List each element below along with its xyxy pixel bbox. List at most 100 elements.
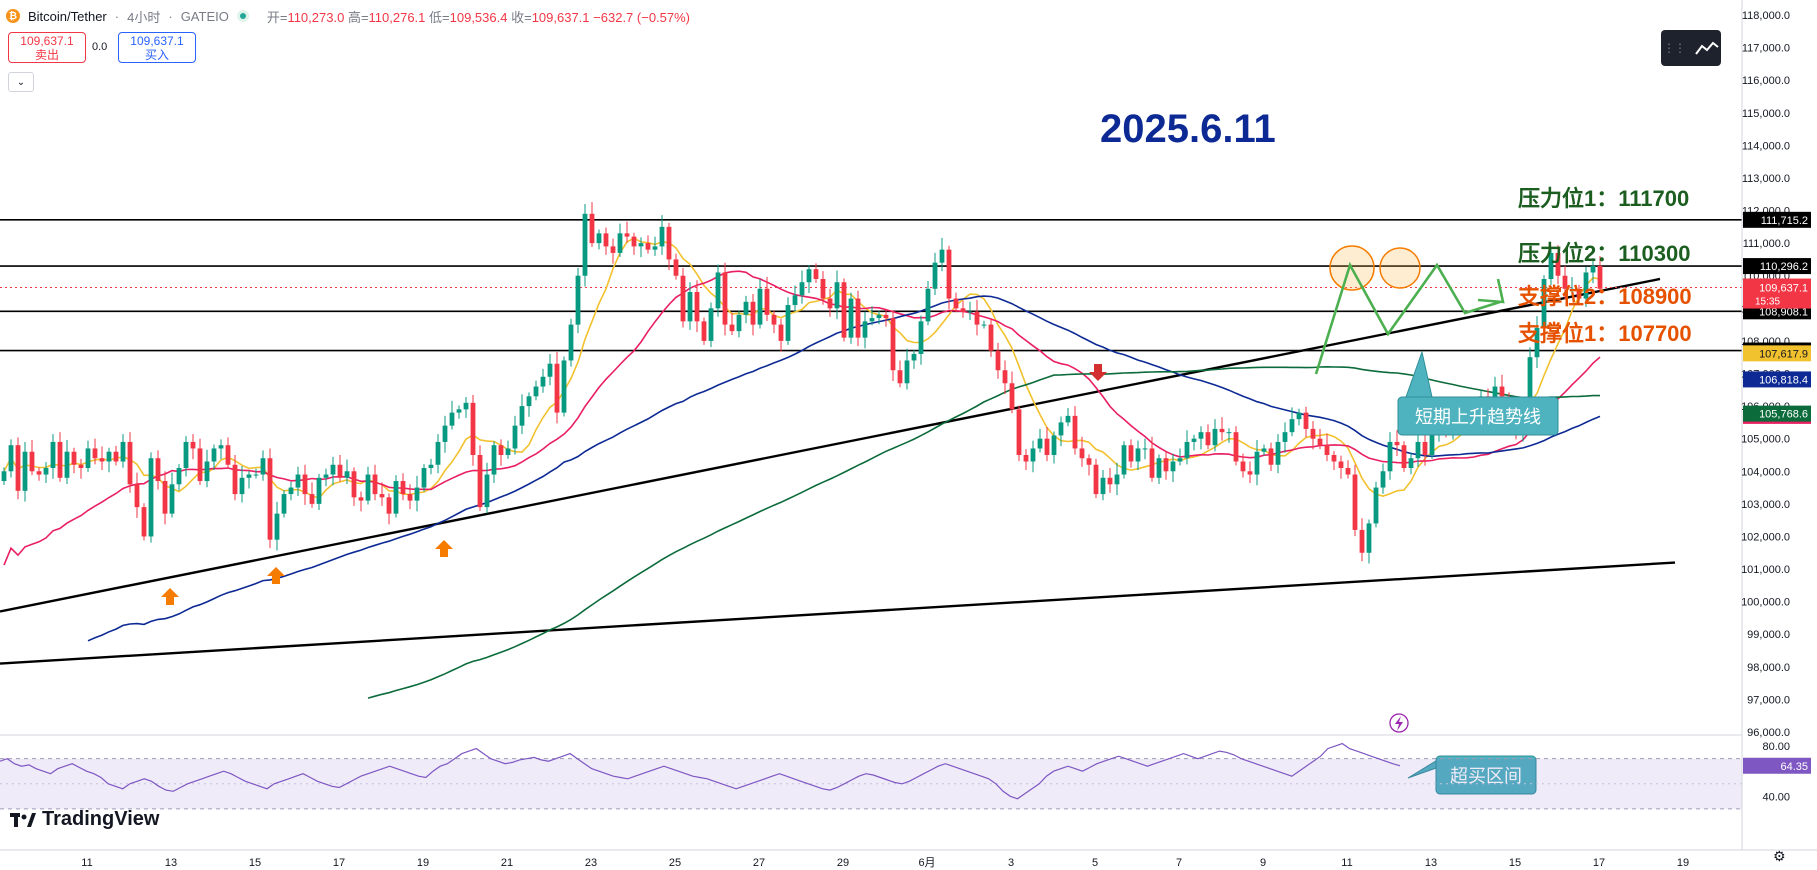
symbol-name[interactable]: Bitcoin/Tether [28,8,107,24]
candle-body [582,213,588,276]
overbought-callout[interactable]: 超买区间 [1407,755,1537,795]
price-tick-label: 116,000.0 [1742,75,1790,87]
candle-body [722,272,728,325]
candle-body [253,474,259,476]
candle-body [1275,441,1281,465]
gear-icon[interactable]: ⚙ [1773,848,1786,864]
candle-body [743,301,749,315]
interval[interactable]: 4小时 [127,9,161,25]
candle-body [1422,441,1428,455]
sell-button[interactable]: 109,637.1 卖出 [8,32,86,63]
time-tick-label: 15 [1509,857,1521,869]
candle-body [1583,272,1589,299]
candle-body [974,311,980,325]
candle-body [491,445,497,475]
ma-line-navy[interactable] [87,295,1601,642]
buy-button[interactable]: 109,637.1 买入 [118,32,196,63]
long-term-support-trendline[interactable] [0,561,1676,665]
candle-body [1093,464,1099,495]
candle-body [8,445,14,472]
rsi-value-tag [1743,757,1811,774]
exchange: GATEIO [180,8,229,24]
ma-line-green[interactable] [367,365,1600,699]
candle-body [36,471,42,475]
candle-body [1555,252,1561,276]
price-axis-background[interactable] [1742,0,1817,870]
candle-body [505,448,511,455]
rsi-pane [0,742,1742,810]
candle-body [15,445,21,491]
candle-body [1212,428,1218,446]
drawing-toolbar[interactable]: ⋮⋮ [1661,30,1721,66]
candle-body [995,350,1001,371]
rsi-value-label: 64.35 [1780,761,1808,773]
candle-body [225,445,231,465]
time-tick-label: 11 [81,857,92,869]
trendlines [0,277,1676,665]
candle-body [666,226,672,260]
candle-body [1065,415,1071,423]
projection-zigzag[interactable] [1314,261,1501,375]
candle-body [1135,448,1141,462]
top-circle-marker [1379,247,1421,289]
up-arrow-icon [435,540,453,557]
time-axis: 11 13 15 17 19 21 23 25 27 29 6月 3 5 7 9 11 13 15 17 19 [0,849,1817,869]
price-tick-label: 96,000.0 [1747,727,1790,739]
candle-body [1170,461,1176,472]
candle-body [337,464,343,478]
candle-body [610,246,616,253]
candle-body [1254,451,1260,475]
collapse-toggle-button[interactable]: ⌄ [8,72,34,92]
ma-line-pink[interactable] [3,270,1601,566]
candle-body [589,213,595,244]
candle-body [1289,419,1295,433]
candle-body [1002,370,1008,384]
candle-body [71,451,77,465]
candle-body [358,497,364,501]
ohlc: 开=110,273.0 高=110,276.1 低=109,536.4 收=10… [267,7,690,26]
candle-body [778,324,784,341]
candle-body [918,321,924,354]
tradingview-logo: TradingView [10,808,159,831]
candle-body [1345,468,1351,475]
price-tick-label: 113,000.0 [1742,173,1790,185]
candle-body [1541,278,1547,328]
ma-price-label: 106,818.4 [1759,374,1808,386]
ma-price-label: 107,617.9 [1759,348,1808,360]
candle-body [1191,438,1197,442]
down-arrow-icon [1089,364,1107,381]
candle-body [687,292,693,322]
lightning-icon[interactable] [1389,713,1409,733]
candle-body [99,458,105,462]
candle-body [1177,458,1183,462]
candle-body [1576,288,1582,299]
candle-body [1156,458,1162,478]
candle-body [1548,252,1554,279]
trend-line-tool-icon[interactable] [1695,40,1719,56]
candle-body [1268,448,1274,465]
rsi-line[interactable] [0,742,1401,800]
bitcoin-icon: ₿ [6,9,20,23]
candle-body [771,314,777,325]
drag-handle-icon[interactable]: ⋮⋮ [1663,41,1686,55]
price-tick-label: 103,000.0 [1741,499,1790,511]
candle-body [64,451,70,478]
candle-body [1219,428,1225,433]
candle-body [211,448,217,462]
candle-body [1149,448,1155,478]
close-value: 109,637.1 [531,9,590,25]
trendline-callout[interactable]: 短期上升趋势线 [1397,350,1559,436]
candle-body [1394,441,1400,446]
candle-body [274,513,280,540]
candle-body [575,275,581,325]
candle-body [218,445,224,449]
buy-price: 109,637.1 [130,33,184,48]
candle-body [862,321,868,338]
candle-body [1247,471,1253,475]
candle-body [204,461,210,482]
candle-body [869,318,875,322]
rising-trendline[interactable] [0,277,1661,613]
candle-body [78,464,84,469]
candle-body [400,481,406,495]
